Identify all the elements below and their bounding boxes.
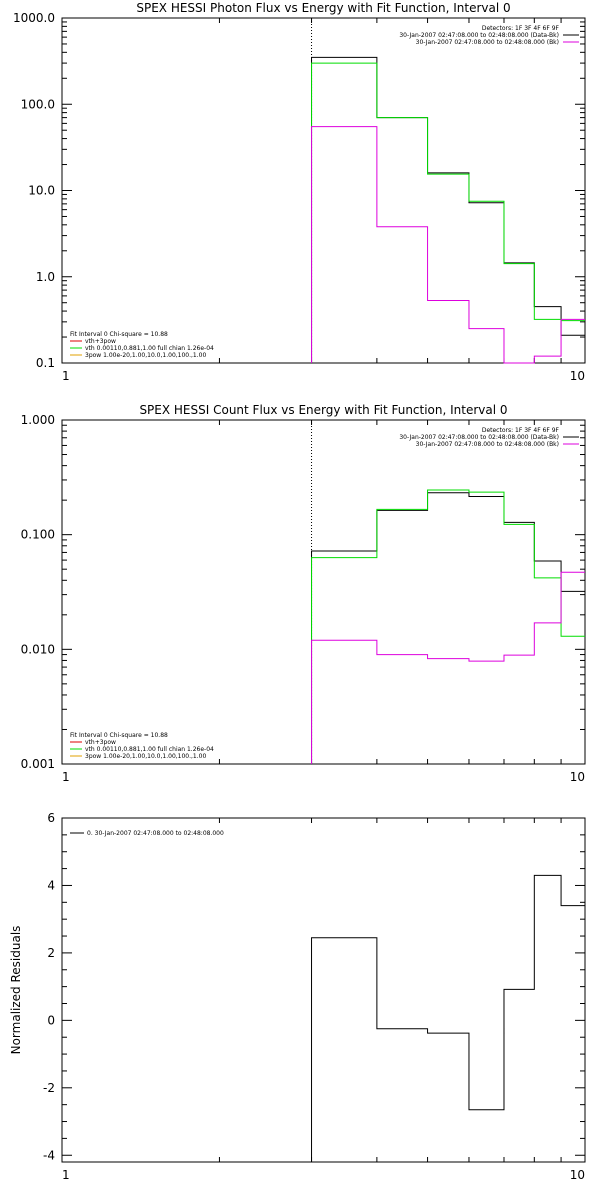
legend-bottom-entry: vth+3pow: [85, 338, 116, 345]
chart-panel-2: SPEX HESSI Count Flux vs Energy with Fit…: [21, 403, 586, 784]
y-tick-label: 0.1: [36, 356, 55, 370]
plot-frame: [61, 419, 586, 765]
chart-panel-3: Normalized Residuals -4 -2 0 2 4 6 1 10 0. 30-Jan…: [9, 811, 586, 1182]
series-2-histogram: [311, 62, 585, 363]
chart-title: SPEX HESSI Count Flux vs Energy with Fit…: [139, 403, 507, 417]
y-tick-label: 0.100: [21, 528, 55, 542]
y-tick-label: 6: [47, 811, 55, 825]
x-tick-label: 10: [570, 1168, 585, 1182]
x-tick-label: 10: [570, 770, 585, 784]
legend-top-entry: Detectors: 1F 3F 4F 6F 9F: [482, 25, 560, 32]
series-3-histogram: [311, 126, 585, 364]
legend-bottom-entry: vth+3pow: [85, 739, 116, 746]
legend-bottom-entry: Fit Interval 0 Chi-square = 10.88: [70, 331, 168, 338]
chart-panel-1: SPEX HESSI Photon Flux vs Energy with Fi…: [13, 1, 586, 383]
y-tick-label: 100.0: [21, 97, 55, 111]
y-tick-label: -2: [43, 1081, 55, 1095]
y-tick-label: 0.001: [21, 757, 55, 771]
legend-top-entry: 30-Jan-2007 02:47:08.000 to 02:48:08.000…: [416, 441, 559, 448]
series-1-histogram: [311, 56, 585, 363]
y-tick-label: 1.000: [21, 413, 55, 427]
legend-top-entry: 30-Jan-2007 02:47:08.000 to 02:48:08.000…: [399, 32, 559, 39]
plot-frame: [61, 17, 586, 364]
legend-top-entry: Detectors: 1F 3F 4F 6F 9F: [482, 427, 560, 434]
y-tick-label: 4: [47, 878, 55, 892]
y-tick-label: 2: [47, 946, 55, 960]
y-tick-label: 1.0: [36, 270, 55, 284]
legend-bottom-entry: Fit Interval 0 Chi-square = 10.88: [70, 732, 168, 739]
series-3-histogram: [311, 571, 585, 764]
x-tick-label: 1: [62, 770, 70, 784]
y-axis-label: Normalized Residuals: [9, 926, 23, 1055]
legend-top-entry: 0. 30-Jan-2007 02:47:08.000 to 02:48:08.…: [87, 830, 224, 837]
legend-top-entry: 30-Jan-2007 02:47:08.000 to 02:48:08.000…: [399, 434, 559, 441]
y-tick-label: 0.010: [21, 642, 55, 656]
y-tick-label: -4: [43, 1148, 55, 1162]
chart-title: SPEX HESSI Photon Flux vs Energy with Fi…: [136, 1, 510, 15]
series-1-histogram: [311, 874, 585, 1162]
legend-bottom-entry: vth 0.00110,0.881,1.00 full chian 1.26e-…: [85, 746, 214, 753]
legend-bottom-entry: vth 0.00110,0.881,1.00 full chian 1.26e-…: [85, 345, 214, 352]
legend-bottom-entry: 3pow 1.00e-20,1.00,10.0,1.00,100.,1.00: [85, 352, 206, 359]
x-tick-label: 1: [62, 369, 70, 383]
y-tick-label: 1000.0: [13, 11, 55, 25]
series-1-histogram: [311, 492, 585, 764]
x-tick-label: 1: [62, 1168, 70, 1182]
plot-frame: [61, 817, 586, 1163]
legend-bottom-entry: 3pow 1.00e-20,1.00,10.0,1.00,100.,1.00: [85, 753, 206, 760]
y-tick-label: 0: [47, 1013, 55, 1027]
y-tick-label: 10.0: [28, 184, 55, 198]
legend-top-entry: 30-Jan-2007 02:47:08.000 to 02:48:08.000…: [416, 39, 559, 46]
x-tick-label: 10: [570, 369, 585, 383]
series-2-histogram: [311, 489, 585, 764]
